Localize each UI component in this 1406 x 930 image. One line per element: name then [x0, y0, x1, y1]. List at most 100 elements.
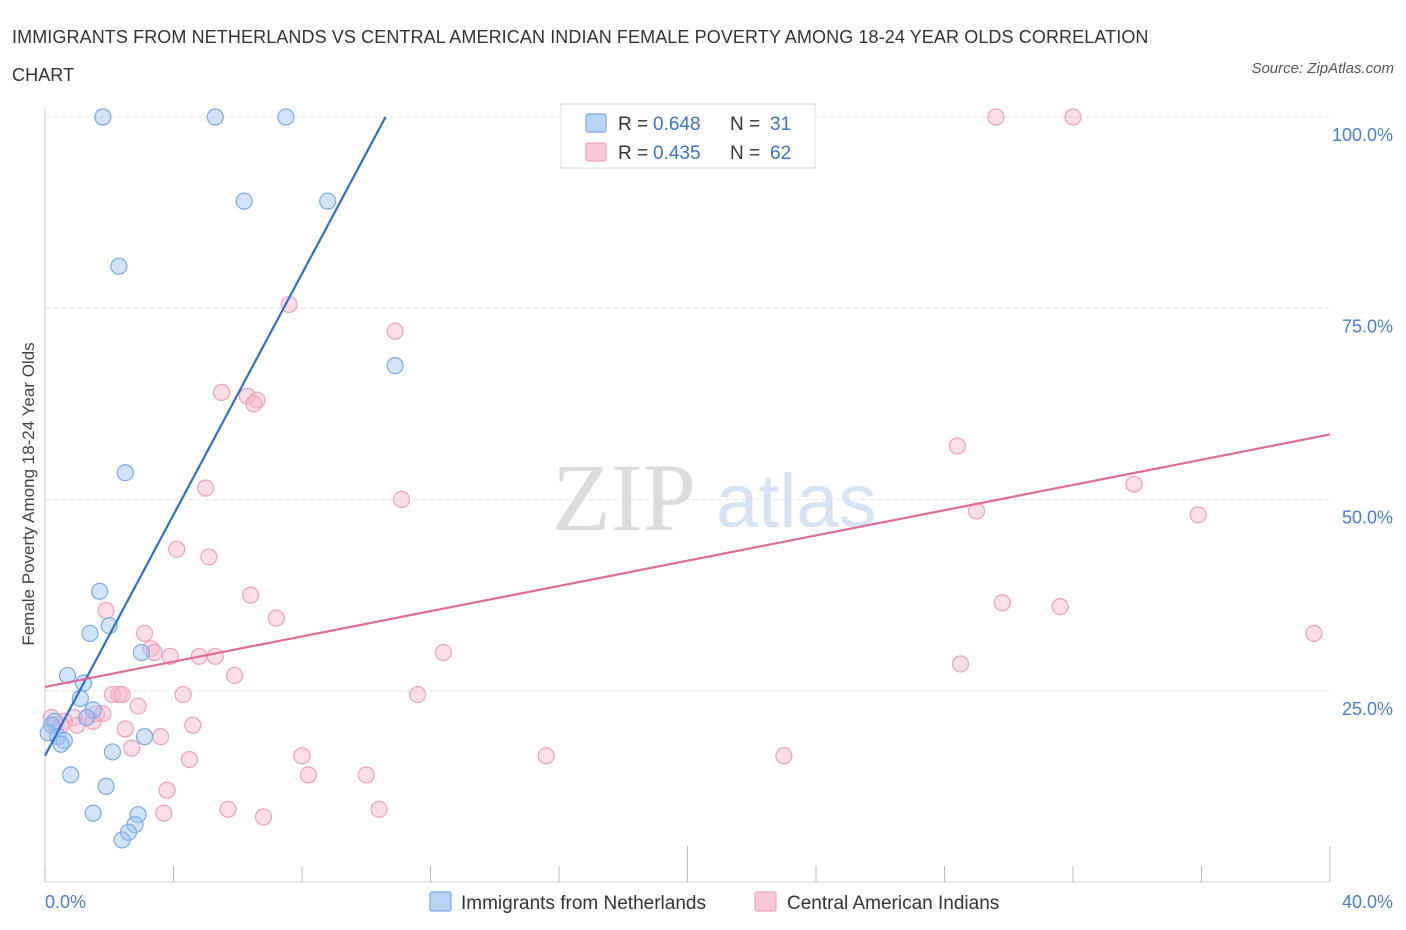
- point-central-american-4: [213, 383, 231, 401]
- point-central-american-53: [357, 766, 375, 784]
- point-central-american-27: [206, 647, 224, 665]
- point-netherlands-27: [84, 804, 102, 822]
- point-central-american-20: [267, 609, 285, 627]
- point-central-american-44: [184, 716, 202, 734]
- point-central-american-29: [951, 655, 970, 673]
- trend-lines: [44, 116, 1331, 757]
- point-central-american-50: [775, 747, 793, 765]
- point-netherlands-5: [110, 257, 128, 275]
- point-netherlands-11: [132, 643, 150, 662]
- point-netherlands-2: [277, 108, 295, 126]
- point-netherlands-26: [97, 777, 115, 795]
- x-tick-label-min: 0.0%: [45, 892, 86, 912]
- x-tick-label-max: 40.0%: [1342, 892, 1393, 912]
- point-netherlands-7: [116, 464, 134, 482]
- point-central-american-16: [242, 586, 260, 604]
- point-central-american-0: [987, 108, 1005, 126]
- point-central-american-30: [225, 666, 244, 685]
- point-central-american-57: [155, 804, 173, 822]
- point-netherlands-23: [52, 735, 70, 753]
- point-netherlands-0: [94, 108, 112, 126]
- point-central-american-61: [94, 705, 112, 723]
- point-netherlands-16: [78, 708, 96, 727]
- chart-title: IMMIGRANTS FROM NETHERLANDS VS CENTRAL A…: [12, 27, 1149, 85]
- tick-labels: 25.0% 50.0% 75.0% 100.0% 0.0% 40.0%: [45, 125, 1393, 912]
- y-tick-label-1: 50.0%: [1342, 508, 1393, 528]
- point-central-american-32: [103, 685, 122, 704]
- trend-line-central-american: [44, 433, 1331, 689]
- point-central-american-34: [174, 685, 192, 704]
- point-central-american-19: [97, 601, 115, 620]
- point-central-american-56: [370, 800, 388, 818]
- point-central-american-13: [1189, 506, 1207, 524]
- series-legend-label-netherlands: Immigrants from Netherlands: [461, 893, 706, 914]
- series-legend-swatch-central-american: [754, 891, 777, 912]
- legend-r-label-1: R =: [618, 114, 648, 135]
- point-central-american-21: [1305, 624, 1323, 642]
- trend-line-netherlands: [44, 116, 387, 757]
- point-netherlands-3: [235, 192, 253, 210]
- legend-n-label-1: N =: [730, 114, 760, 135]
- point-central-american-52: [299, 766, 318, 784]
- point-central-american-28: [434, 643, 452, 662]
- point-central-american-49: [537, 747, 555, 765]
- point-central-american-9: [197, 479, 215, 497]
- point-central-american-17: [993, 594, 1011, 612]
- point-netherlands-1: [206, 108, 224, 126]
- data-points: [39, 108, 1323, 849]
- point-central-american-55: [219, 800, 237, 818]
- point-central-american-7: [245, 395, 263, 413]
- point-central-american-58: [254, 808, 273, 826]
- legend-r-value-1: 0.648: [653, 114, 701, 135]
- legend-n-value-2: 62: [770, 143, 791, 164]
- point-netherlands-28: [129, 806, 147, 824]
- point-central-american-48: [293, 747, 311, 765]
- point-central-american-36: [129, 697, 147, 715]
- source-label: Source: ZipAtlas.com: [1251, 60, 1394, 77]
- point-central-american-15: [200, 548, 218, 566]
- point-central-american-8: [948, 437, 966, 455]
- point-netherlands-21: [135, 728, 154, 746]
- y-axis-title: Female Poverty Among 18-24 Year Olds: [19, 342, 38, 645]
- watermark-atlas: atlas: [716, 459, 877, 544]
- watermark-zip: ZIP: [552, 444, 696, 551]
- point-central-american-22: [135, 624, 154, 642]
- point-central-american-35: [409, 685, 427, 704]
- series-legend-label-central-american: Central American Indians: [787, 893, 999, 914]
- point-central-american-14: [168, 540, 186, 558]
- point-central-american-46: [152, 728, 170, 746]
- stats-legend: R = 0.648 N = 31 R = 0.435 N = 62: [560, 103, 816, 169]
- point-central-american-47: [123, 739, 141, 757]
- series-legend-swatch-netherlands: [429, 891, 452, 912]
- point-central-american-11: [1125, 475, 1143, 493]
- point-netherlands-8: [91, 582, 109, 600]
- point-netherlands-25: [62, 766, 80, 784]
- point-central-american-18: [1051, 597, 1069, 616]
- point-netherlands-31: [113, 831, 131, 849]
- y-tick-label-0: 25.0%: [1342, 699, 1393, 719]
- point-central-american-54: [158, 781, 176, 799]
- point-central-american-51: [180, 750, 199, 769]
- legend-swatch-central-american: [585, 142, 607, 162]
- point-netherlands-4: [319, 192, 337, 210]
- point-central-american-24: [145, 643, 163, 662]
- point-netherlands-24: [103, 743, 122, 761]
- axes: [44, 107, 1331, 883]
- y-tick-label-3: 100.0%: [1332, 125, 1393, 145]
- point-central-american-25: [161, 647, 179, 665]
- point-netherlands-6: [386, 357, 404, 375]
- point-central-american-3: [386, 322, 404, 340]
- point-central-american-33: [113, 685, 131, 704]
- legend-r-value-2: 0.435: [653, 143, 701, 164]
- point-central-american-10: [392, 490, 411, 509]
- point-central-american-45: [116, 720, 134, 738]
- point-central-american-1: [1064, 108, 1082, 126]
- legend-n-value-1: 31: [770, 114, 791, 135]
- legend-n-label-2: N =: [730, 143, 760, 164]
- series-legend: Immigrants from Netherlands Central Amer…: [429, 891, 999, 914]
- legend-r-label-2: R =: [618, 143, 648, 164]
- y-tick-label-2: 75.0%: [1342, 316, 1393, 336]
- legend-swatch-netherlands: [585, 113, 607, 133]
- watermark: ZIP atlas: [552, 444, 877, 551]
